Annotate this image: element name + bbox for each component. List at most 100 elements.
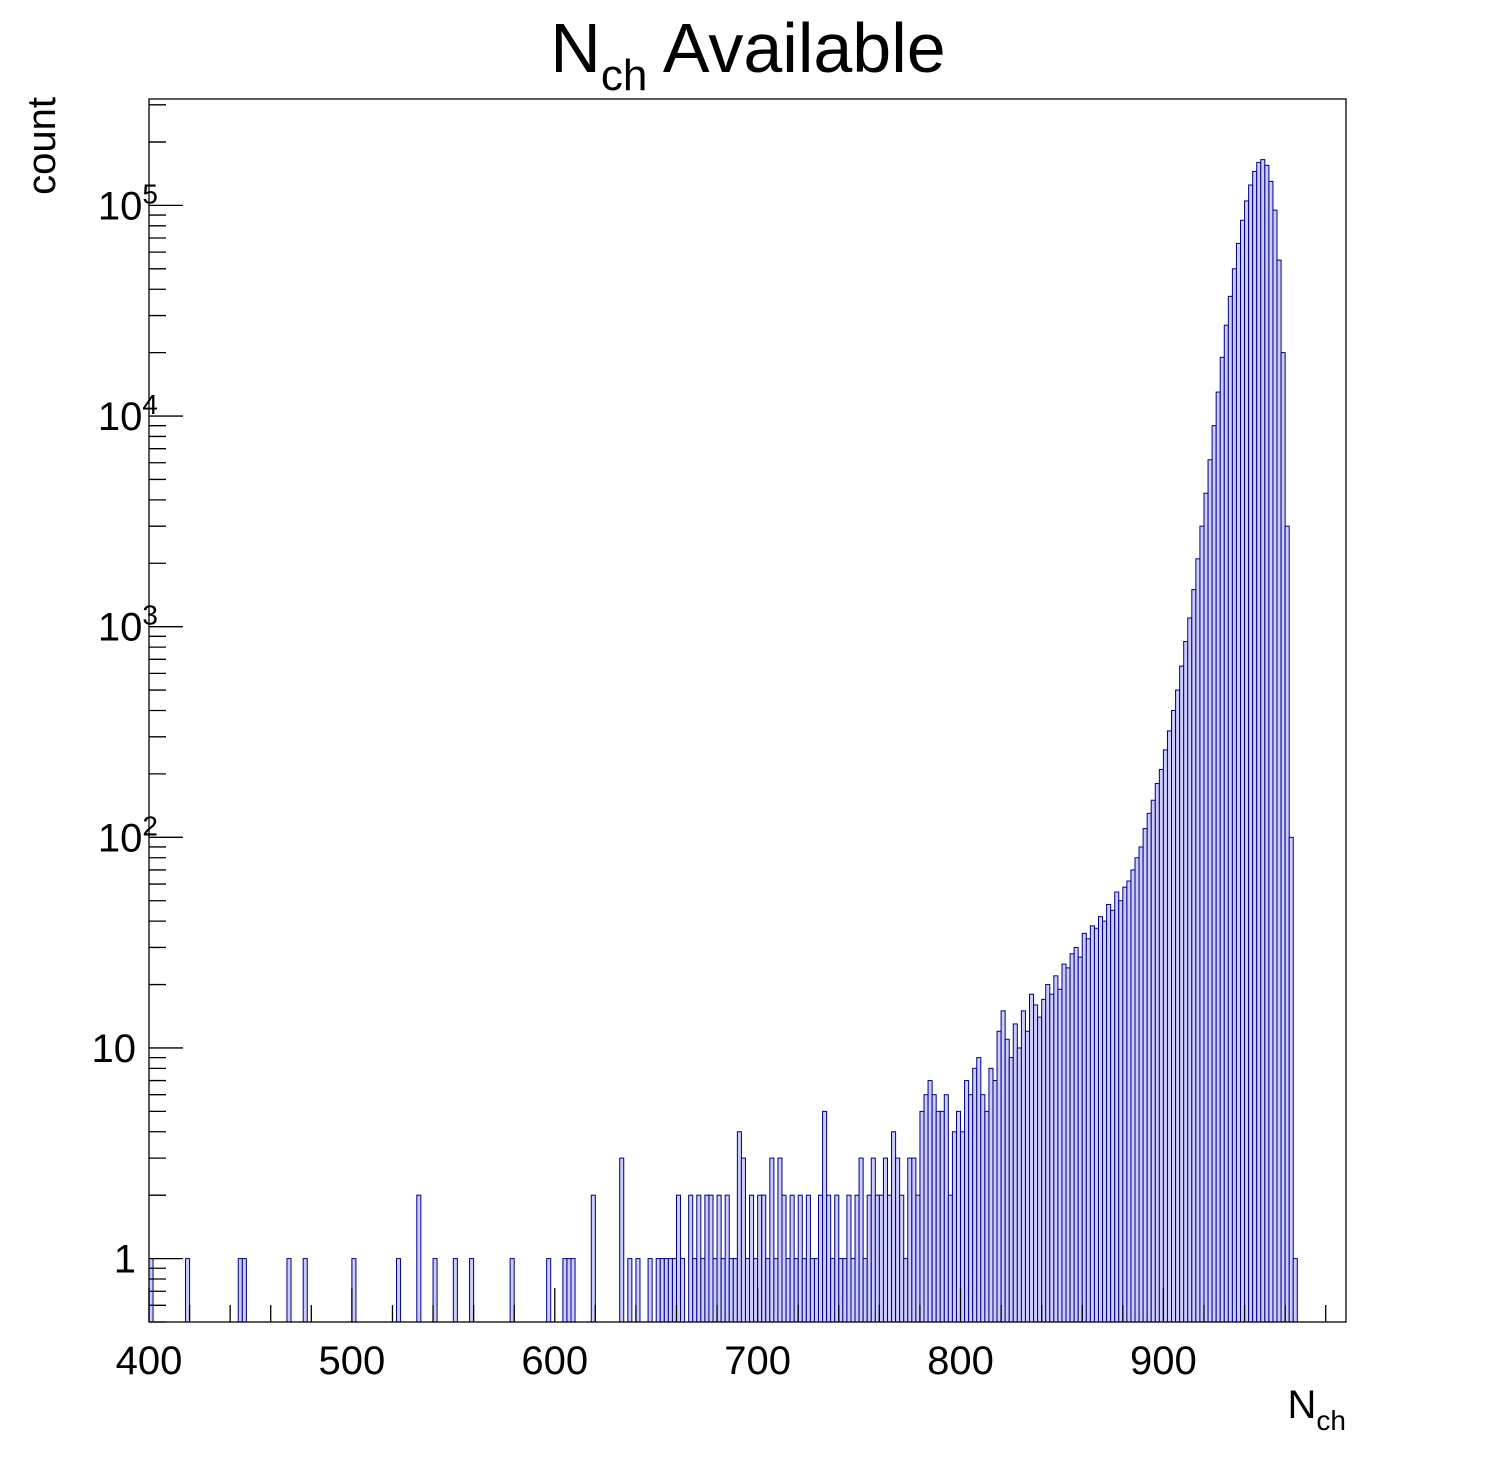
histogram-bin	[744, 1258, 751, 1323]
histogram-bin	[1162, 749, 1168, 1323]
histogram-bin	[655, 1258, 661, 1323]
histogram-bin	[830, 1258, 836, 1323]
histogram-bin	[1126, 880, 1132, 1323]
histogram-bin	[915, 1194, 921, 1323]
histogram-bin	[1231, 268, 1237, 1323]
histogram-bin	[1081, 932, 1087, 1323]
histogram-bin	[720, 1258, 726, 1323]
histogram-bin	[1207, 459, 1213, 1323]
histogram-bin	[1053, 975, 1059, 1323]
histogram-bin	[1211, 425, 1217, 1323]
histogram-bin	[627, 1258, 633, 1323]
chart-title-main: N	[550, 9, 601, 87]
histogram-bin	[663, 1258, 669, 1323]
histogram-bin	[452, 1258, 458, 1323]
histogram-bin	[1183, 641, 1189, 1323]
histogram-bin	[1138, 846, 1144, 1323]
histogram-bin	[931, 1094, 937, 1323]
histogram-bin	[1118, 900, 1124, 1323]
histogram-bin	[789, 1194, 795, 1323]
histogram-bin	[740, 1157, 746, 1323]
histogram-bin	[1089, 925, 1095, 1323]
histogram-bin	[667, 1258, 673, 1323]
y-tick-labels: 1 10 102 103 104 105	[92, 178, 159, 1281]
histogram-bin	[874, 1194, 880, 1323]
histogram-bin	[659, 1258, 665, 1323]
histogram-bin	[724, 1194, 730, 1323]
histogram-bin	[1199, 525, 1205, 1323]
histogram-bin	[749, 1194, 755, 1323]
histogram-bin	[927, 1080, 933, 1323]
histogram-bin	[546, 1258, 552, 1323]
histogram-bin	[935, 1110, 941, 1323]
histogram-bin	[951, 1131, 957, 1323]
histogram-bin	[996, 1030, 1002, 1323]
histogram-bin	[1260, 159, 1266, 1323]
histogram-bin	[1240, 219, 1246, 1323]
chart-title: Nch Available	[550, 9, 945, 100]
histogram-bin	[1045, 984, 1051, 1323]
histogram-bin	[822, 1110, 828, 1323]
x-tick-labels: 400 500 600 700 800 900	[116, 1339, 1197, 1383]
histogram-bin	[1280, 352, 1286, 1323]
histogram-bin	[696, 1194, 702, 1323]
histogram-bin	[708, 1194, 714, 1323]
histogram-bin	[1093, 927, 1099, 1323]
histogram-bin	[777, 1157, 783, 1323]
histogram-bin	[1219, 356, 1225, 1323]
histogram-bin	[1061, 963, 1067, 1323]
histogram-bin	[1195, 558, 1201, 1323]
histogram-bin	[1077, 956, 1083, 1323]
x-tick-label: 800	[927, 1339, 994, 1383]
histogram-bin	[1154, 783, 1160, 1323]
x-tick-label: 600	[521, 1339, 588, 1383]
histogram-bin	[1223, 324, 1229, 1323]
histogram-bin	[765, 1258, 771, 1323]
histogram-bin	[619, 1157, 625, 1323]
histogram-bin	[1085, 938, 1091, 1323]
y-tick-label: 102	[98, 810, 158, 860]
histogram-bin	[1057, 988, 1063, 1323]
histogram-bin	[1102, 920, 1108, 1323]
histogram-bin	[850, 1258, 856, 1323]
histogram-bin	[911, 1157, 917, 1323]
histogram-bin	[895, 1157, 901, 1323]
histogram-bin	[809, 1258, 815, 1323]
histogram-bin	[1004, 1038, 1010, 1323]
histogram-bin	[237, 1258, 243, 1323]
histogram-bin	[899, 1194, 905, 1323]
y-tick-label: 104	[98, 389, 158, 439]
histogram-bin	[773, 1258, 779, 1323]
histogram-bin	[1122, 886, 1128, 1323]
y-tick-label: 103	[98, 600, 158, 650]
histogram-bin	[785, 1258, 791, 1323]
histogram-bin	[1065, 967, 1071, 1323]
histogram-bars	[148, 159, 1298, 1323]
histogram-bin	[964, 1080, 970, 1323]
histogram-bin	[826, 1194, 832, 1323]
histogram-bin	[972, 1067, 978, 1323]
histogram-bin	[866, 1194, 872, 1323]
histogram-bin	[878, 1194, 884, 1323]
histogram-bin	[1179, 665, 1185, 1323]
x-tick-label: 900	[1130, 1339, 1197, 1383]
histogram-bin	[732, 1258, 738, 1323]
histogram-bin	[976, 1057, 982, 1323]
histogram-bin	[1191, 589, 1197, 1323]
histogram-bin	[590, 1194, 596, 1323]
histogram-bin	[1024, 1030, 1031, 1323]
histogram-bin	[1130, 869, 1136, 1323]
histogram-bin	[1215, 391, 1221, 1323]
histogram-bin	[834, 1194, 840, 1323]
histogram-bin	[1012, 1023, 1018, 1323]
histogram-bin	[1037, 1016, 1043, 1323]
histogram-bin	[1284, 525, 1290, 1323]
histogram-bin	[1150, 799, 1156, 1323]
histogram-bin	[396, 1258, 402, 1323]
histogram-bin	[984, 1110, 990, 1323]
histogram-bin	[1244, 200, 1250, 1323]
histogram-bin	[1248, 184, 1254, 1323]
histogram-bin	[736, 1131, 742, 1323]
histogram-bin	[1264, 164, 1270, 1323]
